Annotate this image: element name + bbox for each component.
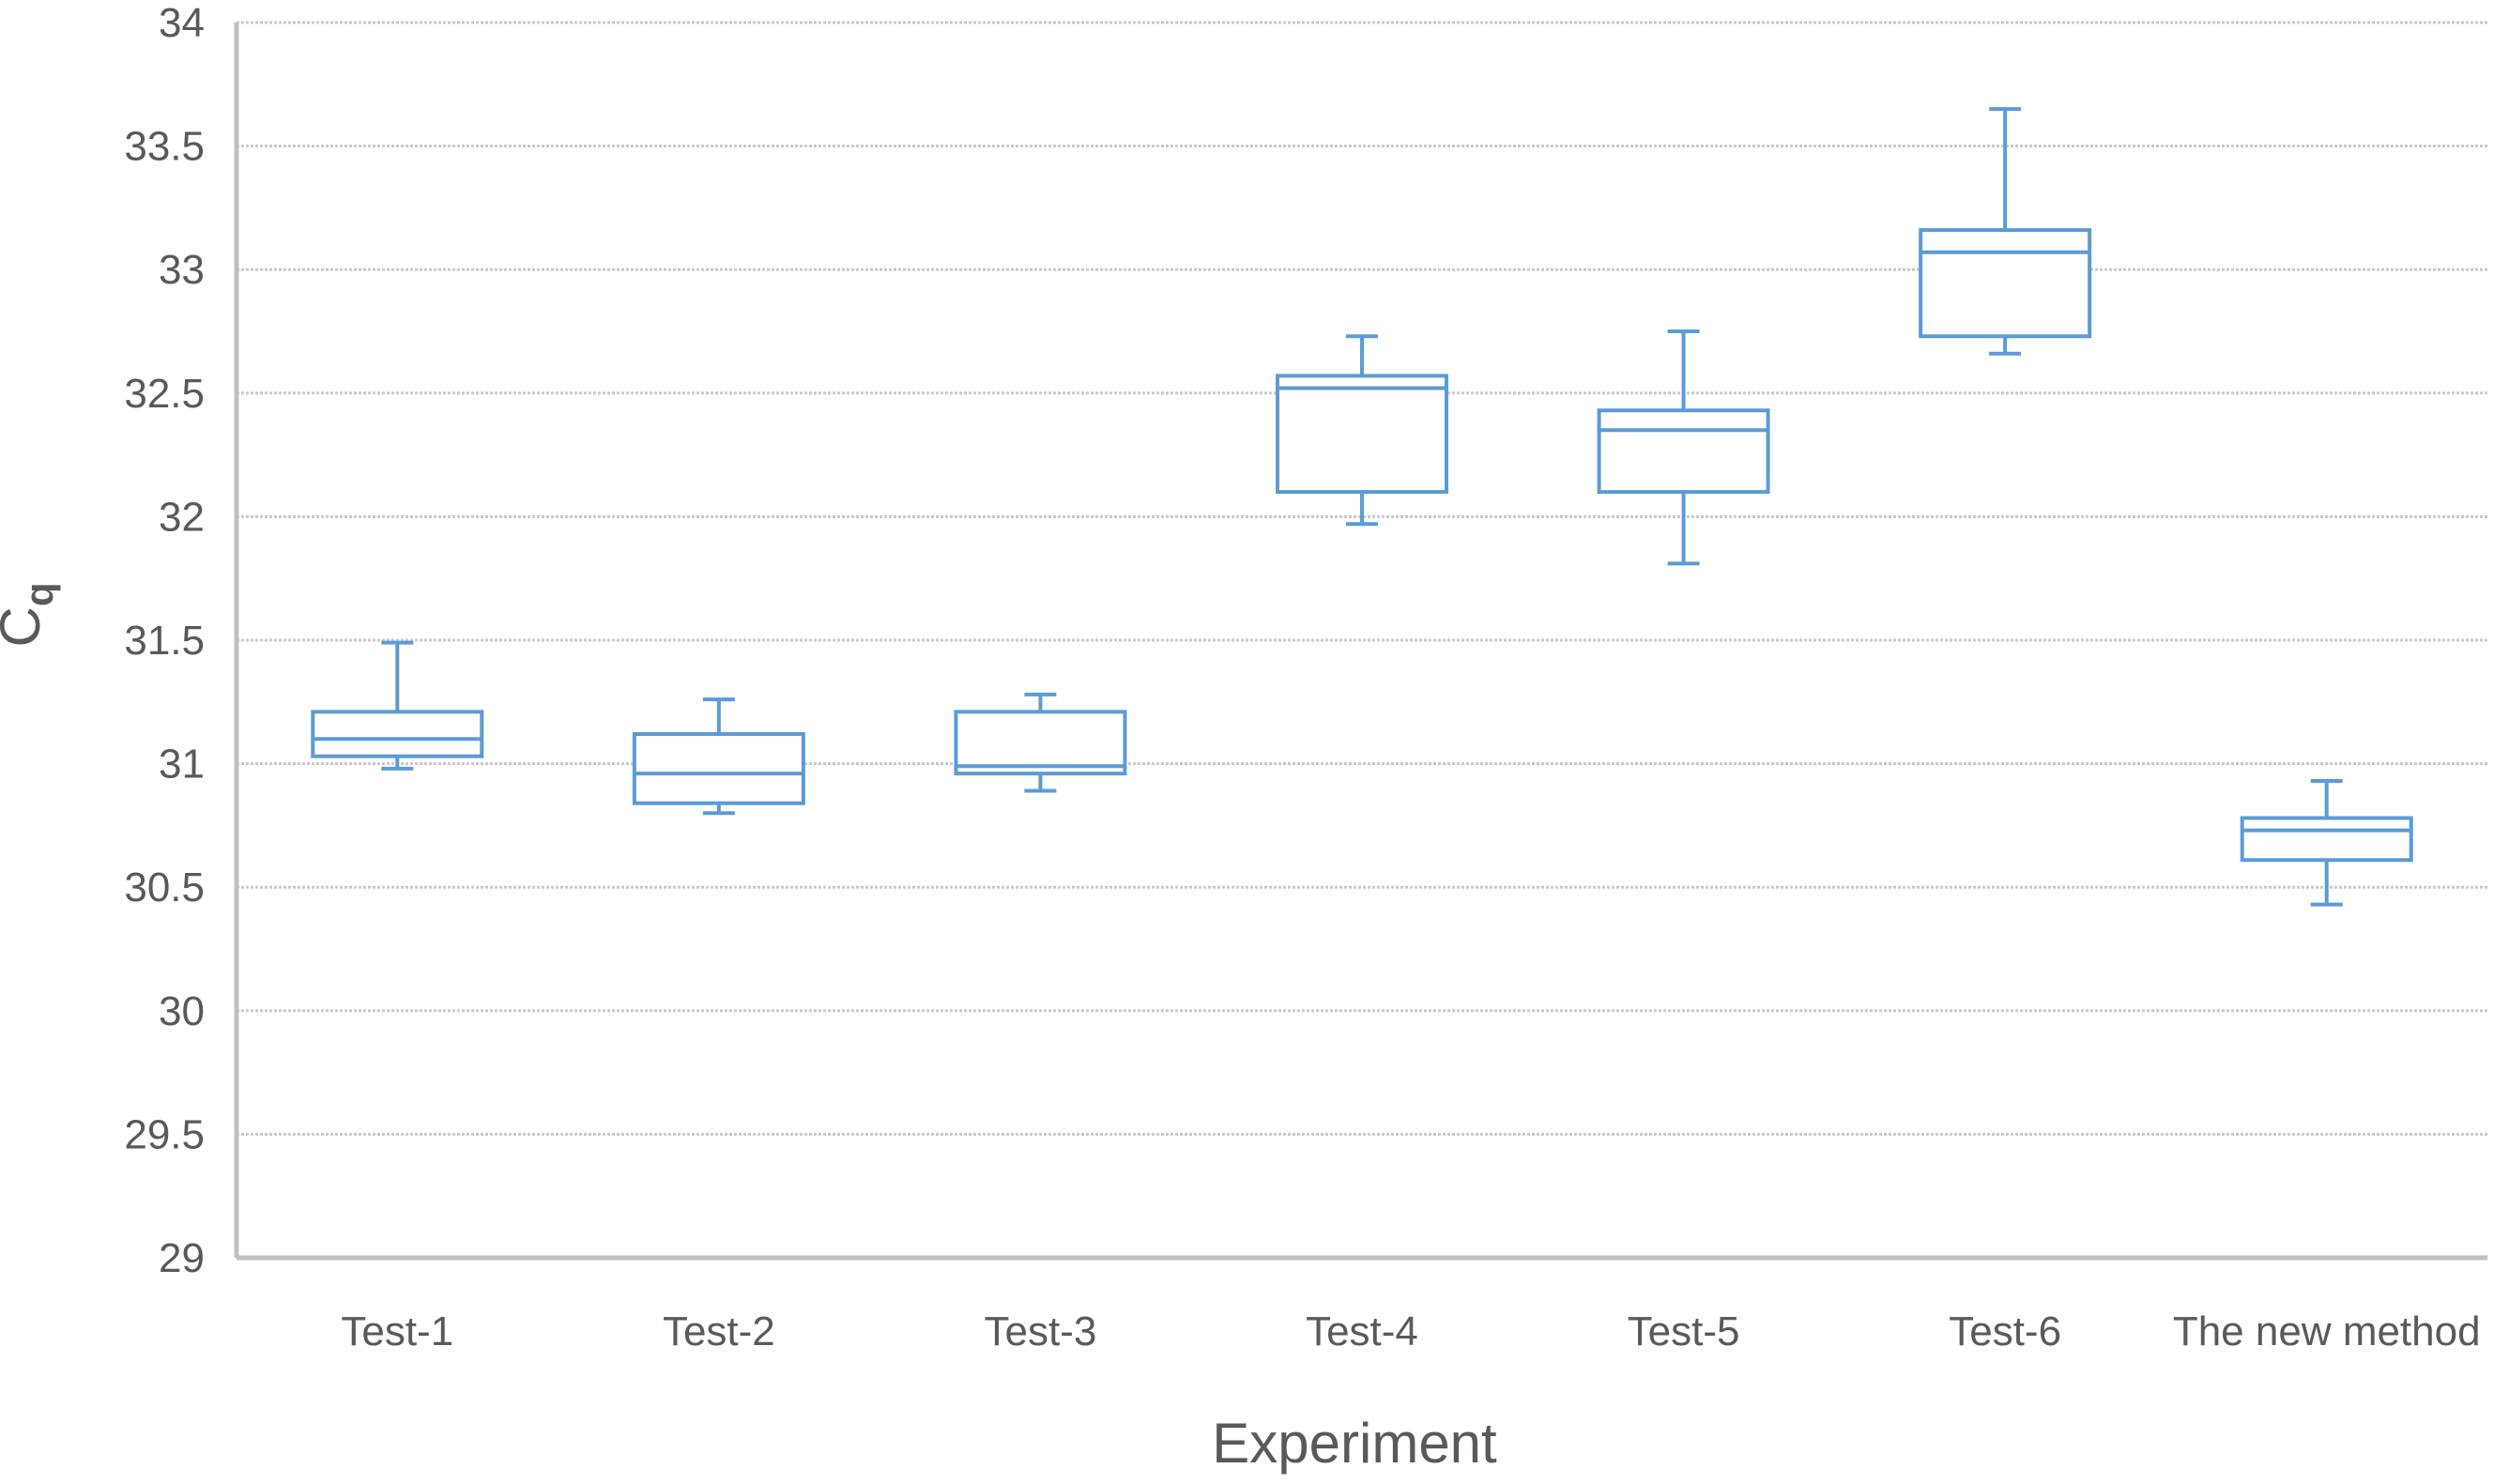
box-7: [2240, 779, 2413, 907]
iqr-box: [1597, 408, 1770, 495]
iqr-box: [632, 732, 805, 805]
y-tick-label: 32.5: [124, 371, 205, 417]
box-6: [1919, 107, 2092, 356]
x-tick-label: Test-6: [1949, 1308, 2061, 1354]
x-tick-label: Test-4: [1306, 1308, 1418, 1354]
y-tick-label: 34: [159, 0, 205, 46]
y-tick-labels: 29 29.5 30 30.5 31 31.5 32 32.5 33 33.5 34: [124, 0, 205, 1281]
x-tick-labels: Test-1 Test-2 Test-3 Test-4 Test-5 Test-6 The …: [341, 1308, 2480, 1354]
x-tick-label: Test-2: [663, 1308, 775, 1354]
x-tick-label: Test-5: [1628, 1308, 1740, 1354]
x-tick-label: Test-1: [341, 1308, 453, 1354]
box-2: [632, 697, 805, 816]
box-5: [1597, 329, 1770, 566]
box-series: [311, 107, 2413, 907]
iqr-box: [1276, 374, 1448, 495]
iqr-box: [2240, 816, 2413, 863]
x-tick-label: Test-3: [985, 1308, 1097, 1354]
y-tick-label: 29.5: [124, 1111, 205, 1157]
x-tick-label: The new method: [2173, 1308, 2481, 1354]
y-tick-label: 31.5: [124, 618, 205, 664]
y-axis-title-subscript: q: [17, 583, 61, 607]
iqr-box: [311, 710, 484, 758]
y-tick-label: 33: [159, 247, 205, 293]
y-tick-label: 32: [159, 494, 205, 540]
axes: [234, 23, 2487, 1261]
box-3: [954, 692, 1127, 793]
y-tick-label: 33.5: [124, 124, 205, 170]
x-axis-title: Experiment: [1212, 1412, 1497, 1475]
box-4: [1276, 334, 1448, 527]
gridlines: [237, 21, 2487, 1136]
box-1: [311, 640, 484, 771]
y-axis-title: Cq: [0, 583, 61, 648]
iqr-box: [1919, 228, 2092, 339]
y-tick-label: 31: [159, 742, 205, 788]
iqr-box: [954, 710, 1127, 776]
y-axis-title-main: C: [0, 606, 52, 647]
y-tick-label: 30: [159, 988, 205, 1034]
y-tick-label: 30.5: [124, 864, 205, 910]
y-tick-label: 29: [159, 1235, 205, 1281]
